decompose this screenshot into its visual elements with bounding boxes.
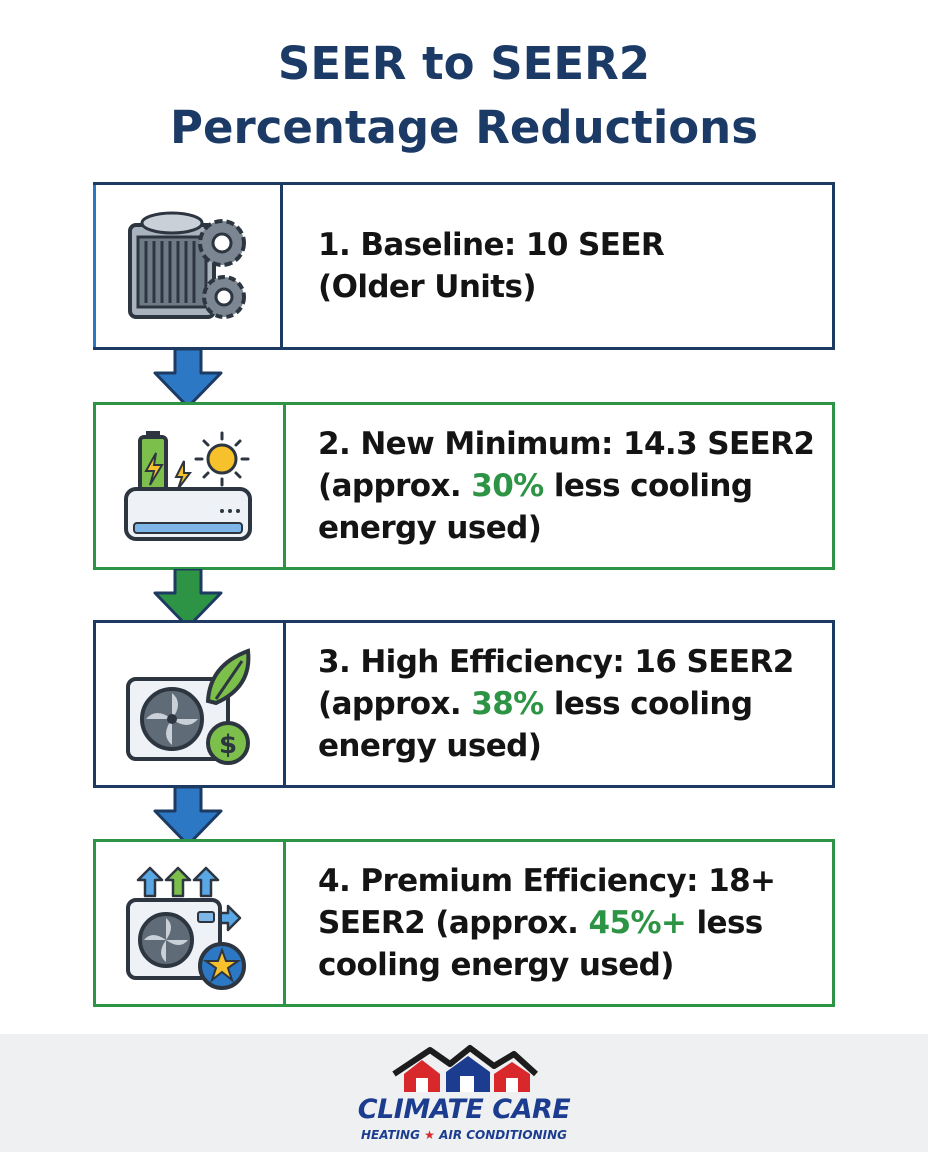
svg-text:$: $	[219, 730, 237, 760]
down-arrow-icon	[153, 569, 223, 629]
outdoor-ac-gears-icon	[128, 211, 246, 319]
step-1-text: 1. Baseline: 10 SEER (Older Units)	[318, 227, 665, 305]
percentage-30: 30%	[471, 468, 544, 504]
page-title-line1: SEER to SEER2	[277, 37, 651, 90]
down-arrow-icon	[153, 349, 223, 409]
step-card-4: 4. Premium Efficiency: 18+ SEER2 (approx…	[93, 839, 835, 1007]
step-2-text: 2. New Minimum: 14.3 SEER2 (approx. 30% …	[318, 426, 815, 546]
page-title-line2: Percentage Reductions	[170, 101, 758, 154]
step-card-3: $ 3. High Efficiency: 16 SEER2 (approx. …	[93, 620, 835, 788]
step-card-2: 2. New Minimum: 14.3 SEER2 (approx. 30% …	[93, 402, 835, 570]
outdoor-unit-star-arrows-icon	[126, 866, 246, 990]
climate-care-logo-houses-icon	[392, 1045, 538, 1092]
brand-name: CLIMATE CARE	[357, 1094, 571, 1125]
brand-tagline: HEATING ★ AIR CONDITIONING	[361, 1128, 567, 1142]
step-card-1: 1. Baseline: 10 SEER (Older Units)	[93, 182, 835, 350]
percentage-38: 38%	[471, 686, 544, 722]
step-4-text: 4. Premium Efficiency: 18+ SEER2 (approx…	[318, 863, 776, 983]
down-arrow-icon	[153, 787, 223, 847]
percentage-45-plus: 45%+	[588, 905, 687, 941]
step-3-text: 3. High Efficiency: 16 SEER2 (approx. 38…	[318, 644, 794, 764]
outdoor-unit-leaf-dollar-icon: $	[126, 648, 251, 765]
minisplit-battery-sun-icon	[124, 431, 252, 541]
